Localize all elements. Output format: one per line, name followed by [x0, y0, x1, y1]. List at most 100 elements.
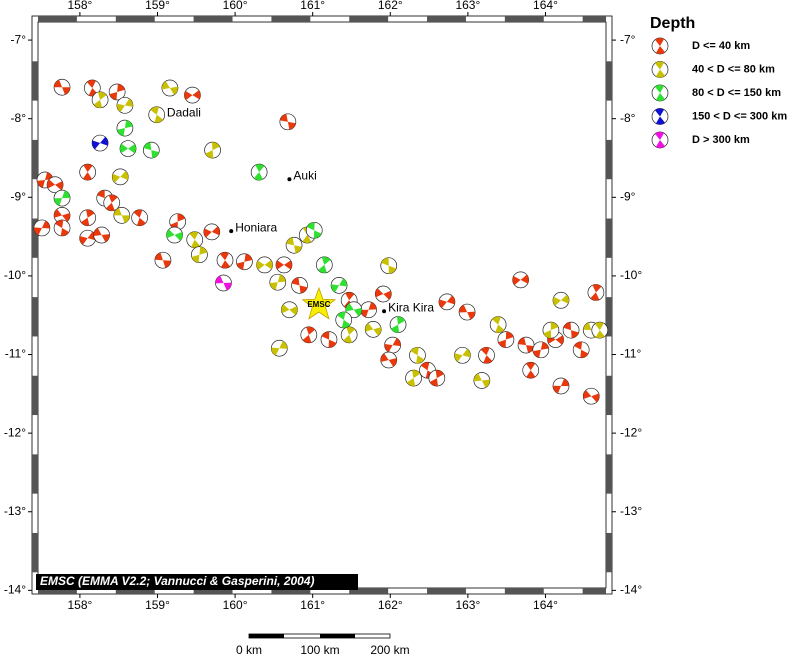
frame-segment	[504, 588, 544, 594]
beachball-quadrant	[92, 140, 101, 150]
beachball-quadrant	[560, 294, 569, 304]
beachball-quadrant	[360, 309, 369, 318]
beachball-quadrant	[113, 207, 122, 216]
lat-label: -12°	[620, 425, 642, 439]
place-dot	[382, 309, 387, 314]
beachball	[552, 291, 570, 309]
beachball-quadrant	[177, 213, 186, 222]
frame-segment	[32, 218, 38, 258]
beachball-quadrant	[341, 319, 351, 328]
lon-label: 159°	[145, 0, 170, 12]
beachball-quadrant	[396, 316, 406, 325]
beachball-quadrant	[289, 306, 298, 316]
beachball-quadrant	[346, 326, 356, 335]
beachball	[184, 86, 201, 104]
beachball-quadrant	[105, 202, 115, 211]
beachball-quadrant	[275, 260, 284, 270]
beachball-quadrant	[343, 334, 353, 343]
frame-segment	[606, 532, 612, 573]
beachball-quadrant	[365, 323, 374, 332]
lat-label: -10°	[620, 268, 642, 282]
beachball	[489, 316, 507, 334]
beachball-quadrant	[299, 285, 308, 294]
frame-segment	[32, 61, 38, 101]
beachball-quadrant	[467, 311, 476, 320]
beachball-quadrant	[392, 338, 401, 347]
beachball	[380, 257, 398, 275]
beachball	[203, 223, 221, 241]
beachball-quadrant	[302, 334, 312, 343]
beachball	[335, 311, 353, 329]
beachball-quadrant	[473, 373, 482, 382]
beachball-quadrant	[337, 311, 346, 320]
beachball-quadrant	[552, 296, 561, 306]
beachball-quadrant	[192, 90, 201, 100]
beachball	[93, 226, 110, 244]
beachball	[651, 61, 669, 78]
place-label: Honiara	[235, 220, 277, 234]
beachball-quadrant	[136, 217, 146, 226]
beachball-quadrant	[264, 260, 273, 270]
beachball-quadrant	[526, 362, 536, 371]
lat-label: -14°	[620, 583, 642, 597]
beachball-quadrant	[93, 99, 103, 108]
frame-segment	[32, 532, 38, 573]
beachball	[587, 284, 605, 301]
beachball-quadrant	[117, 128, 125, 137]
place-label: Auki	[293, 168, 316, 182]
beachball	[364, 321, 382, 338]
frame-segment	[606, 61, 612, 101]
lat-label: -8°	[11, 111, 27, 125]
frame-segment	[38, 16, 77, 22]
beachball-quadrant	[580, 349, 589, 358]
beachball-quadrant	[446, 295, 455, 305]
beachball-quadrant	[112, 173, 121, 183]
beachball-quadrant	[120, 171, 129, 180]
beachball-quadrant	[498, 339, 506, 348]
beachball-quadrant	[331, 284, 340, 293]
legend-title: Depth	[650, 15, 695, 32]
beachball-quadrant	[174, 231, 183, 241]
beachball-quadrant	[655, 38, 665, 46]
beachball-quadrant	[321, 331, 330, 340]
legend-label: D > 300 km	[692, 134, 750, 146]
beachball	[91, 91, 109, 109]
beachball	[79, 229, 97, 247]
beachball-quadrant	[236, 261, 245, 270]
beachball	[582, 387, 600, 405]
beachball-quadrant	[353, 307, 362, 317]
beachball-quadrant	[595, 330, 605, 339]
beachball	[572, 341, 590, 359]
beachball	[591, 321, 609, 339]
beachball-quadrant	[555, 335, 564, 345]
beachball-quadrant	[368, 302, 377, 310]
beachball-quadrant	[495, 324, 505, 333]
beachball-quadrant	[211, 226, 220, 236]
beachball-quadrant	[454, 353, 463, 362]
beachball-quadrant	[124, 120, 133, 129]
beachball	[340, 326, 358, 344]
credit-box	[36, 574, 358, 590]
lon-label: 162°	[378, 598, 403, 612]
frame-segment	[606, 218, 612, 258]
beachball-quadrant	[459, 304, 468, 313]
beachball-quadrant	[492, 316, 501, 325]
beachball	[79, 163, 97, 181]
beachball-quadrant	[411, 370, 421, 379]
beachball	[53, 219, 71, 237]
frame-segment	[349, 588, 389, 594]
lat-label: -11°	[620, 347, 641, 361]
beachball	[91, 134, 109, 152]
beachball	[53, 78, 71, 96]
beachball	[409, 346, 426, 364]
beachball-quadrant	[191, 254, 200, 263]
beachball	[154, 251, 172, 269]
beachball	[250, 163, 268, 181]
beachball-quadrant	[416, 355, 425, 364]
legend-label: D <= 40 km	[692, 40, 750, 52]
beachball-quadrant	[655, 131, 665, 140]
lat-label: -9°	[620, 189, 636, 203]
beachball-quadrant	[60, 227, 69, 236]
beachball-quadrant	[420, 362, 430, 371]
beachball-quadrant	[117, 83, 125, 92]
